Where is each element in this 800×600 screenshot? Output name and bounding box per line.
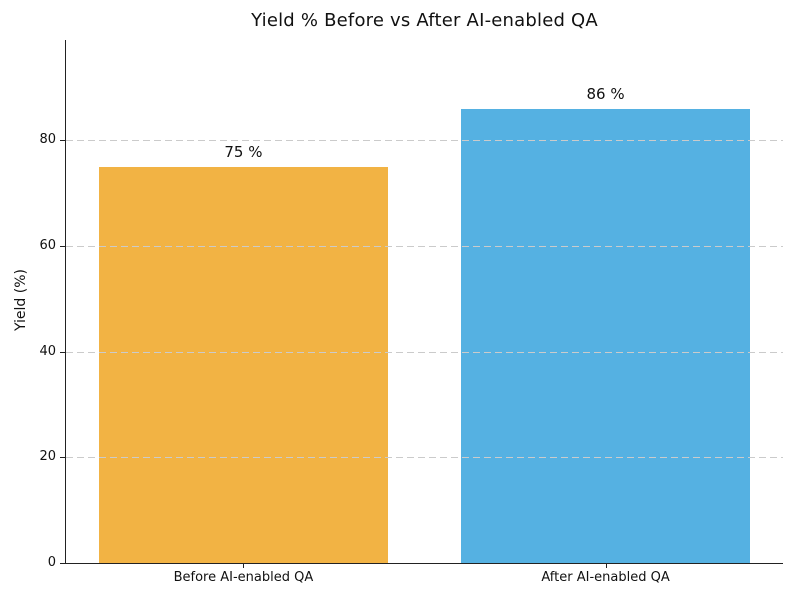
y-tick-mark-40 <box>60 351 65 353</box>
y-tick-mark-60 <box>60 246 65 248</box>
y-tick-label-40: 40 <box>39 343 56 359</box>
gridline-y-40 <box>66 351 783 353</box>
x-tick-mark-1 <box>605 564 607 568</box>
x-tick-label-0: Before AI-enabled QA <box>173 570 314 585</box>
y-tick-label-60: 60 <box>39 238 56 254</box>
y-tick-mark-0 <box>60 563 65 564</box>
bar-0 <box>98 166 389 563</box>
y-axis-label: Yield (%) <box>13 268 29 332</box>
y-tick-mark-80 <box>60 140 65 142</box>
gridline-y-60 <box>66 246 783 248</box>
y-tick-label-80: 80 <box>39 132 56 148</box>
chart-title: Yield % Before vs After AI-enabled QA <box>251 10 598 31</box>
bar-value-label-0: 75 % <box>224 142 263 161</box>
gridline-y-80 <box>66 140 783 142</box>
x-tick-mark-0 <box>243 564 245 568</box>
bar-1 <box>460 108 751 563</box>
x-tick-label-1: After AI-enabled QA <box>541 570 670 585</box>
y-tick-label-20: 20 <box>39 449 56 465</box>
y-tick-label-0: 0 <box>47 555 56 570</box>
y-axis-spine <box>65 40 67 564</box>
x-axis-spine <box>65 563 783 565</box>
y-tick-mark-20 <box>60 457 65 459</box>
bar-value-label-1: 86 % <box>586 84 625 103</box>
gridline-y-20 <box>66 457 783 459</box>
